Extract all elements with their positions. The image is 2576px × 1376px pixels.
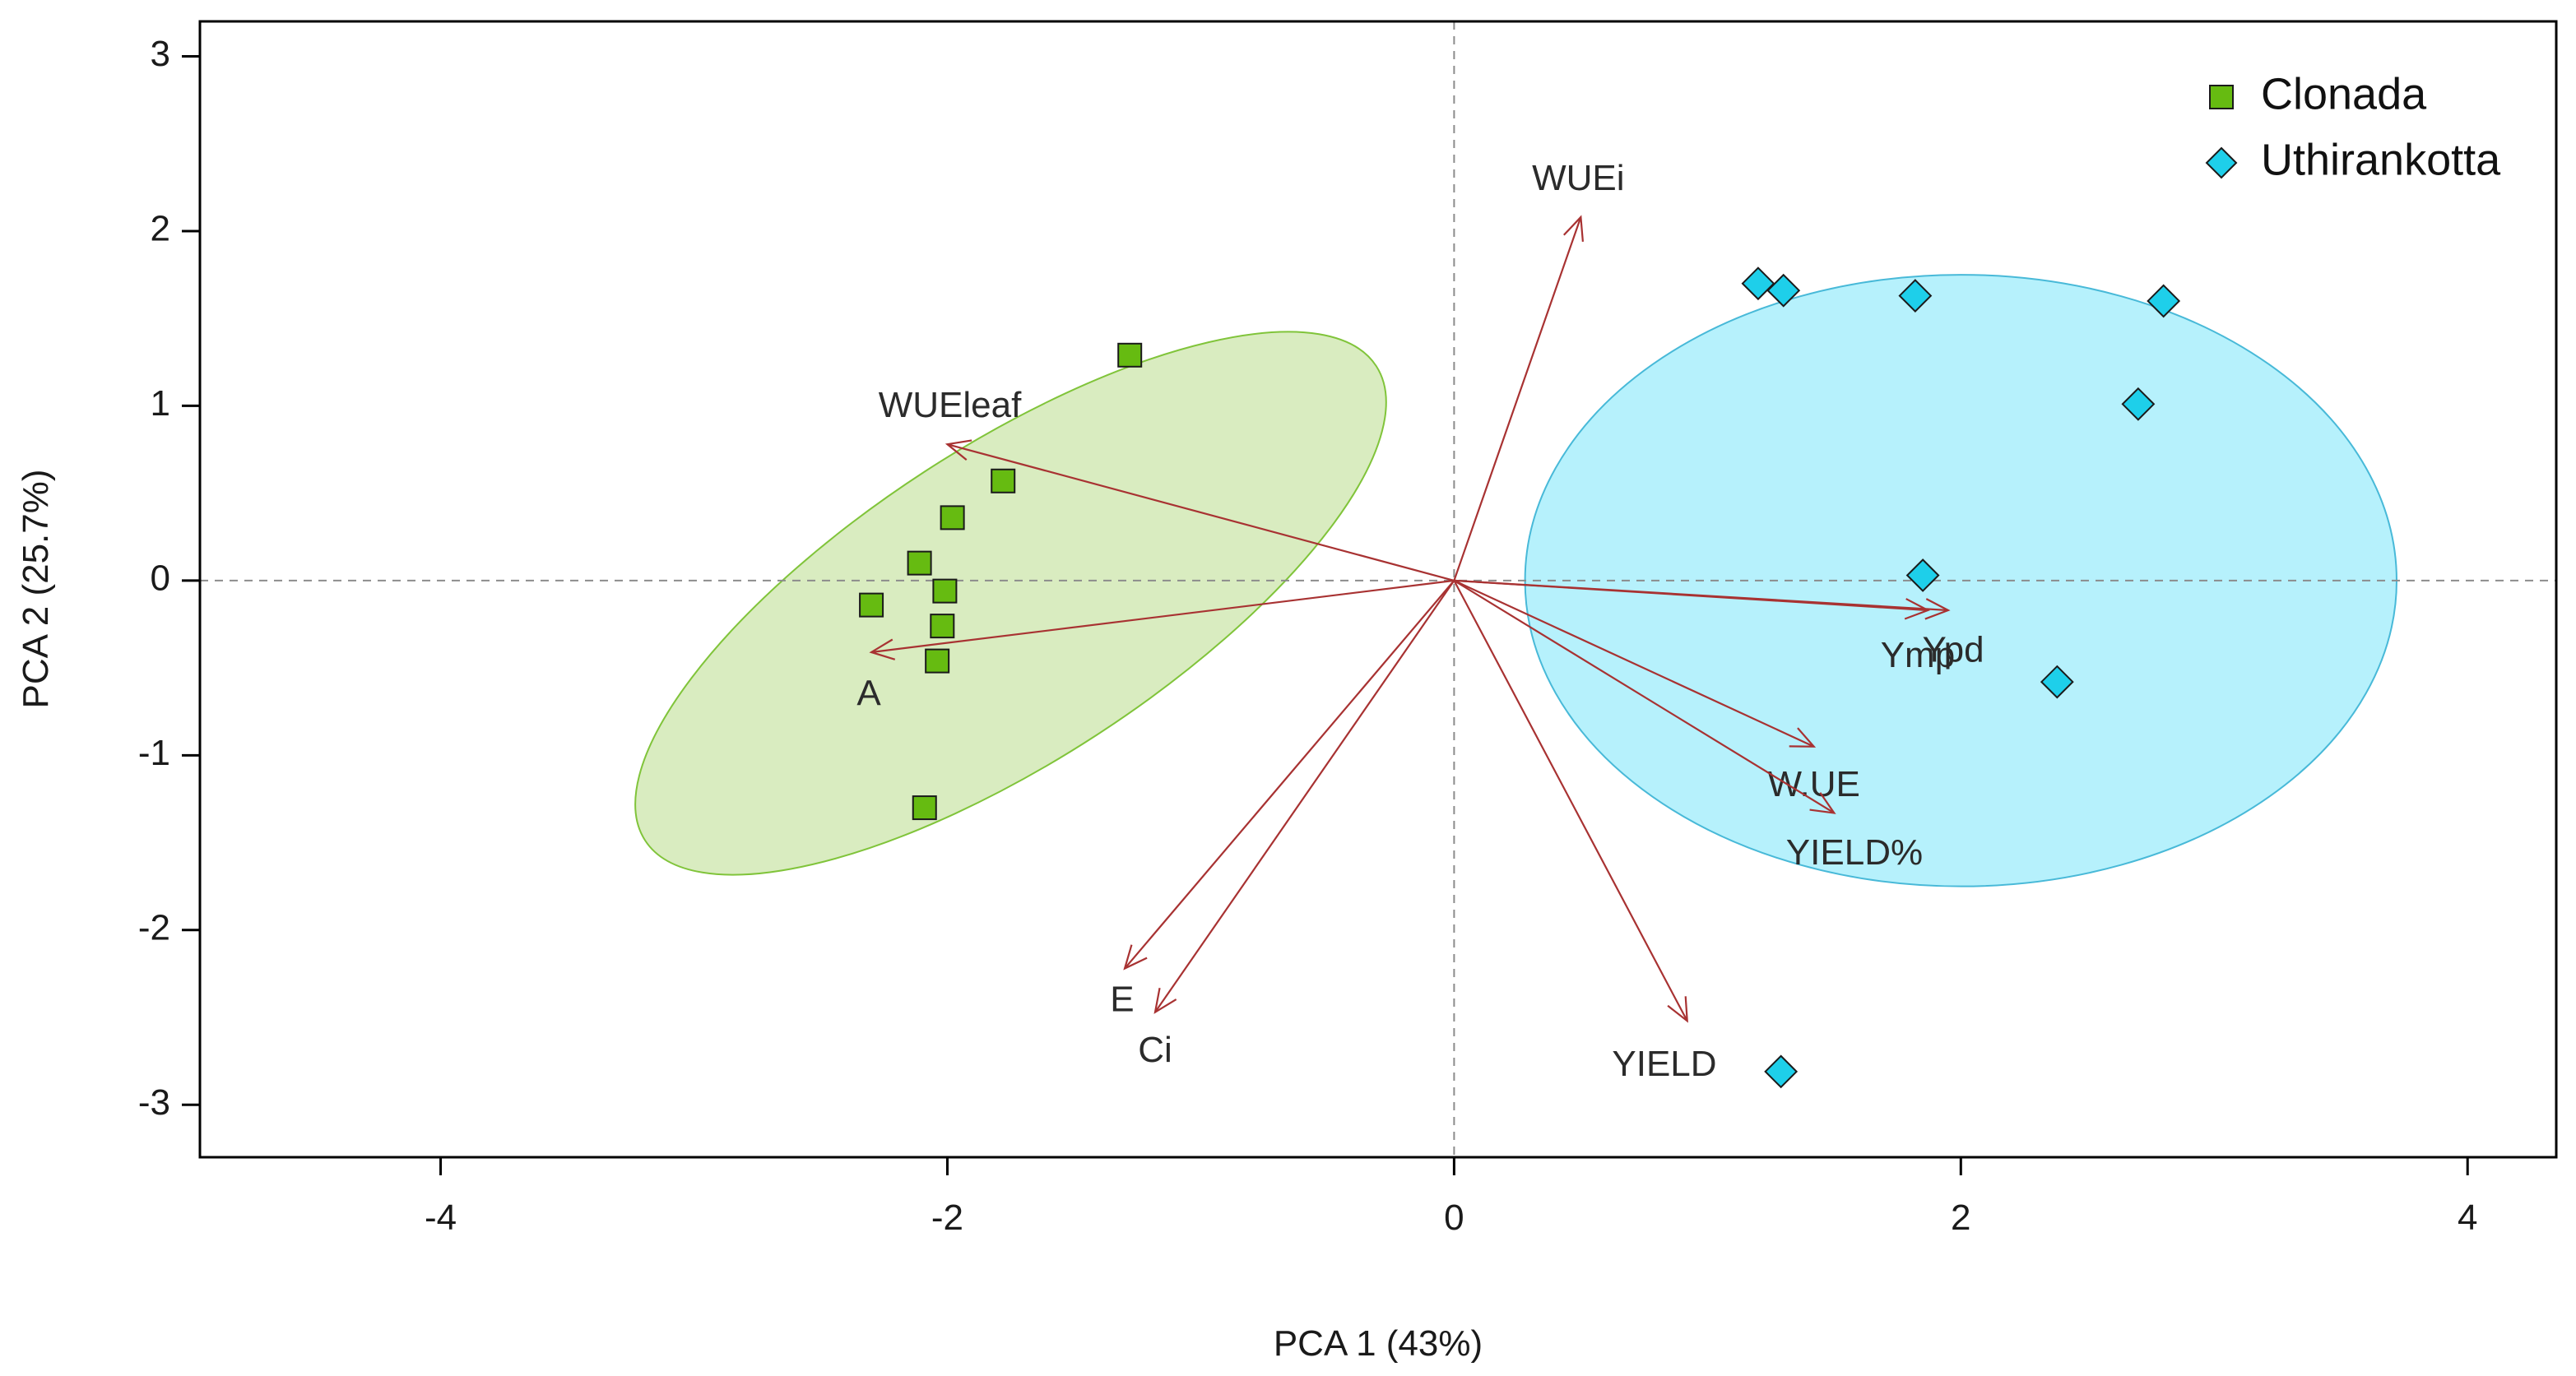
loading-shaft-yield <box>1453 580 1688 1022</box>
y-tick-label-0: 0 <box>151 558 170 599</box>
loading-head-wuei <box>1563 215 1585 242</box>
confidence-ellipses <box>634 274 2397 887</box>
y-tick-label-1: 1 <box>151 383 170 424</box>
legend-marker-uthirankotta <box>2205 146 2238 179</box>
clonada-point-2 <box>991 468 1016 493</box>
loading-label-ypd: Ypd <box>1923 630 1984 670</box>
loading-head-yield <box>1809 792 1836 814</box>
scatter-points <box>859 266 2181 1089</box>
uthirankotta-point-3 <box>1898 279 1933 313</box>
loading-yield: YIELD% <box>1453 579 1923 873</box>
y-axis-title: PCA 2 (25.7%) <box>16 469 56 708</box>
uthirankotta-point-1 <box>1741 266 1775 301</box>
legend: Clonada Uthirankotta <box>2205 69 2501 184</box>
loading-head-w-ue <box>1789 727 1817 748</box>
y-tick-label-2: -2 <box>138 907 170 947</box>
loading-label-a: A <box>856 674 881 714</box>
loading-w-ue: W.UE <box>1453 579 1860 804</box>
clonada-point-6 <box>859 592 884 618</box>
loading-head-ci <box>1153 987 1177 1014</box>
loading-label-e: E <box>1110 980 1134 1020</box>
loading-label-yield: YIELD <box>1612 1044 1716 1084</box>
x-tick-label-2: -2 <box>931 1198 963 1238</box>
clonada-point-8 <box>925 648 950 674</box>
clonada-point-1 <box>1117 342 1143 368</box>
clonada-point-4 <box>907 550 932 576</box>
loading-shaft-w-ue <box>1453 579 1815 748</box>
loading-label-w-ue: W.UE <box>1767 764 1859 804</box>
reference-lines <box>200 21 2556 1157</box>
loading-label-wueleaf: WUEleaf <box>879 385 1022 425</box>
loading-a: A <box>856 579 1455 714</box>
x-tick-label-2: 2 <box>1951 1198 1970 1238</box>
clonada-point-7 <box>930 614 955 639</box>
uthirankotta-point-7 <box>2040 665 2074 699</box>
loading-shaft-wuei <box>1453 216 1582 581</box>
clonada-point-3 <box>940 505 965 530</box>
y-tick-label-1: -1 <box>138 733 170 773</box>
loading-shaft-a <box>870 579 1455 654</box>
y-tick-label-3: -3 <box>138 1082 170 1123</box>
clonada-ellipse <box>634 331 1387 876</box>
clonada-point-5 <box>932 578 958 604</box>
loading-head-wueleaf <box>945 439 972 461</box>
loading-head-ypd <box>1924 598 1951 620</box>
x-tick-label-4: -4 <box>425 1198 457 1238</box>
loading-e: E <box>1110 580 1455 1020</box>
y-tick-label-2: 2 <box>151 209 170 249</box>
clonada-point-9 <box>912 795 937 821</box>
loading-label-ci: Ci <box>1138 1030 1172 1070</box>
uthirankotta-point-4 <box>2147 284 2181 318</box>
loading-shaft-yield <box>1453 579 1835 814</box>
loading-ymp: Ymp <box>1454 579 1955 675</box>
legend-label-uthirankotta: Uthirankotta <box>2261 135 2501 184</box>
uthirankotta-point-6 <box>1905 558 1940 592</box>
loading-shaft-ci <box>1154 580 1455 1013</box>
loading-head-e <box>1123 944 1148 971</box>
loading-shaft-ymp <box>1454 579 1929 612</box>
loading-shaft-wueleaf <box>947 443 1455 581</box>
loading-ci: Ci <box>1138 580 1455 1070</box>
loading-head-ymp <box>1904 598 1930 620</box>
loading-label-ymp: Ymp <box>1881 635 1955 675</box>
y-tick-label-3: 3 <box>151 34 170 74</box>
x-tick-label-0: 0 <box>1444 1198 1464 1238</box>
uthirankotta-point-8 <box>1764 1054 1799 1089</box>
loading-wueleaf: WUEleaf <box>879 385 1455 581</box>
x-tick-label-4: 4 <box>2458 1198 2477 1238</box>
loading-label-wuei: WUEi <box>1532 158 1624 198</box>
loading-head-yield <box>1667 996 1688 1023</box>
axes: -4 -2 0 2 4 -3 -2 -1 0 1 2 3 <box>138 34 2478 1238</box>
loading-shaft-e <box>1124 580 1455 970</box>
legend-marker-clonada <box>2209 85 2234 109</box>
x-axis-title: PCA 1 (43%) <box>1274 1323 1483 1364</box>
loading-label-yield: YIELD% <box>1786 832 1923 873</box>
legend-label-clonada: Clonada <box>2261 69 2427 118</box>
loading-head-a <box>869 638 896 660</box>
uthirankotta-point-2 <box>1766 273 1801 308</box>
loading-yield: YIELD <box>1453 580 1717 1084</box>
uthirankotta-point-5 <box>2121 387 2156 421</box>
loading-wuei: WUEi <box>1453 158 1625 581</box>
